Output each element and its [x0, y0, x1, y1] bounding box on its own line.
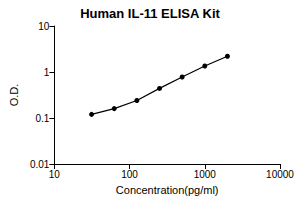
svg-text:0.1: 0.1 — [35, 113, 49, 124]
svg-text:Concentration(pg/ml): Concentration(pg/ml) — [116, 184, 219, 196]
svg-text:100: 100 — [121, 169, 138, 180]
svg-text:1000: 1000 — [194, 169, 217, 180]
svg-text:10: 10 — [38, 21, 50, 32]
svg-text:0.01: 0.01 — [30, 159, 50, 170]
svg-text:O.D.: O.D. — [8, 84, 20, 107]
svg-text:10000: 10000 — [266, 169, 294, 180]
svg-text:10: 10 — [49, 169, 61, 180]
svg-text:Human IL-11 ELISA Kit: Human IL-11 ELISA Kit — [80, 6, 220, 21]
svg-text:1: 1 — [44, 67, 50, 78]
